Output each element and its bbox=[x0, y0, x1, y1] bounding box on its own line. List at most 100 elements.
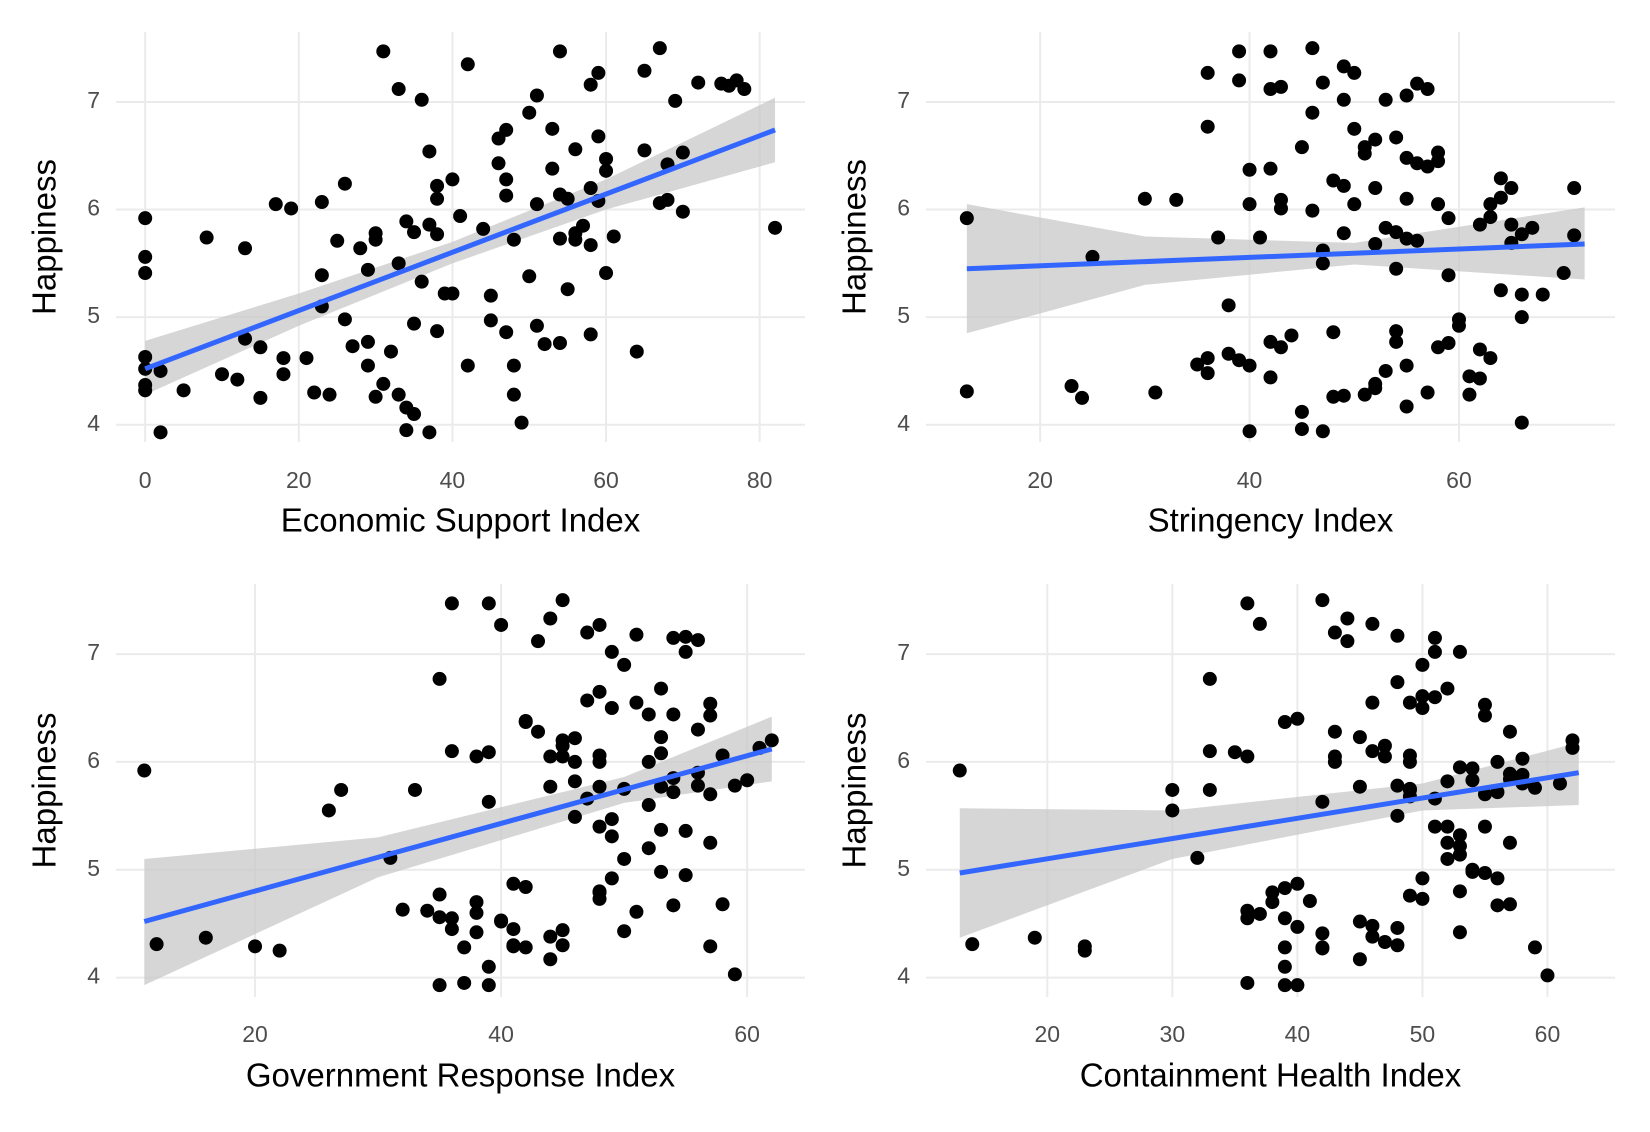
point bbox=[1315, 593, 1330, 608]
point bbox=[1552, 776, 1567, 791]
point bbox=[138, 211, 153, 226]
point bbox=[395, 902, 410, 917]
point bbox=[1502, 835, 1517, 850]
point bbox=[592, 617, 607, 632]
point bbox=[555, 749, 570, 764]
point bbox=[1440, 835, 1455, 850]
point bbox=[499, 325, 514, 340]
point bbox=[518, 880, 533, 895]
point bbox=[555, 923, 570, 938]
point bbox=[153, 363, 168, 378]
point bbox=[238, 241, 253, 256]
point bbox=[494, 914, 509, 929]
point bbox=[660, 192, 675, 207]
point bbox=[198, 930, 213, 945]
point bbox=[321, 803, 336, 818]
point bbox=[666, 785, 681, 800]
point bbox=[690, 778, 705, 793]
point bbox=[422, 425, 437, 440]
point bbox=[1368, 376, 1383, 391]
point bbox=[641, 841, 656, 856]
point bbox=[1365, 695, 1380, 710]
point bbox=[703, 835, 718, 850]
point bbox=[1326, 173, 1341, 188]
point bbox=[494, 617, 509, 632]
point bbox=[1399, 88, 1414, 103]
point bbox=[360, 334, 375, 349]
point bbox=[654, 746, 669, 761]
fit-line bbox=[143, 746, 773, 924]
x-tick-label: 60 bbox=[734, 1021, 760, 1047]
confidence-band bbox=[144, 716, 772, 986]
point bbox=[1169, 192, 1184, 207]
point bbox=[1441, 335, 1456, 350]
point bbox=[666, 898, 681, 913]
point bbox=[1277, 911, 1292, 926]
point bbox=[430, 227, 445, 242]
point bbox=[1477, 819, 1492, 834]
point bbox=[952, 763, 967, 778]
point bbox=[560, 282, 575, 297]
point bbox=[445, 286, 460, 301]
point bbox=[1357, 387, 1372, 402]
point bbox=[1565, 733, 1580, 748]
point bbox=[552, 231, 567, 246]
y-tick-label: 4 bbox=[87, 963, 100, 989]
point bbox=[444, 744, 459, 759]
point bbox=[1477, 697, 1492, 712]
point bbox=[1441, 211, 1456, 226]
point bbox=[654, 822, 669, 837]
point bbox=[592, 684, 607, 699]
point bbox=[604, 871, 619, 886]
point bbox=[715, 897, 730, 912]
point bbox=[1440, 774, 1455, 789]
point bbox=[1315, 794, 1330, 809]
point bbox=[641, 707, 656, 722]
point bbox=[1252, 906, 1267, 921]
point bbox=[1265, 895, 1280, 910]
point bbox=[1240, 596, 1255, 611]
point bbox=[460, 57, 475, 72]
point bbox=[1472, 342, 1487, 357]
point bbox=[457, 975, 472, 990]
point bbox=[1137, 191, 1152, 206]
x-axis-title: Economic Support Index bbox=[281, 502, 641, 539]
x-tick-label: 40 bbox=[1237, 467, 1263, 493]
point bbox=[153, 425, 168, 440]
point bbox=[1427, 630, 1442, 645]
point bbox=[1232, 73, 1247, 88]
point bbox=[138, 266, 153, 281]
point bbox=[469, 749, 484, 764]
y-tick-label: 7 bbox=[87, 87, 100, 113]
point bbox=[407, 316, 422, 331]
point bbox=[545, 161, 560, 176]
point bbox=[1315, 926, 1330, 941]
point bbox=[583, 327, 598, 342]
point bbox=[238, 331, 253, 346]
point bbox=[1415, 657, 1430, 672]
x-axis-title: Containment Health Index bbox=[1080, 1057, 1462, 1094]
point bbox=[284, 201, 299, 216]
point bbox=[1211, 230, 1226, 245]
point bbox=[1200, 366, 1215, 381]
point bbox=[253, 340, 268, 355]
x-tick-label: 0 bbox=[139, 467, 152, 493]
point bbox=[1415, 701, 1430, 716]
point bbox=[1315, 424, 1330, 439]
point bbox=[965, 937, 980, 952]
point bbox=[1340, 634, 1355, 649]
point bbox=[1352, 952, 1367, 967]
point bbox=[481, 745, 496, 760]
point bbox=[1263, 370, 1278, 385]
point bbox=[1064, 379, 1079, 394]
point bbox=[599, 163, 614, 178]
y-tick-label: 7 bbox=[897, 639, 910, 665]
point bbox=[1315, 75, 1330, 90]
point bbox=[432, 887, 447, 902]
point bbox=[666, 630, 681, 645]
point bbox=[1410, 76, 1425, 91]
point bbox=[1242, 162, 1257, 177]
point bbox=[591, 129, 606, 144]
point bbox=[469, 925, 484, 940]
point bbox=[1294, 404, 1309, 419]
